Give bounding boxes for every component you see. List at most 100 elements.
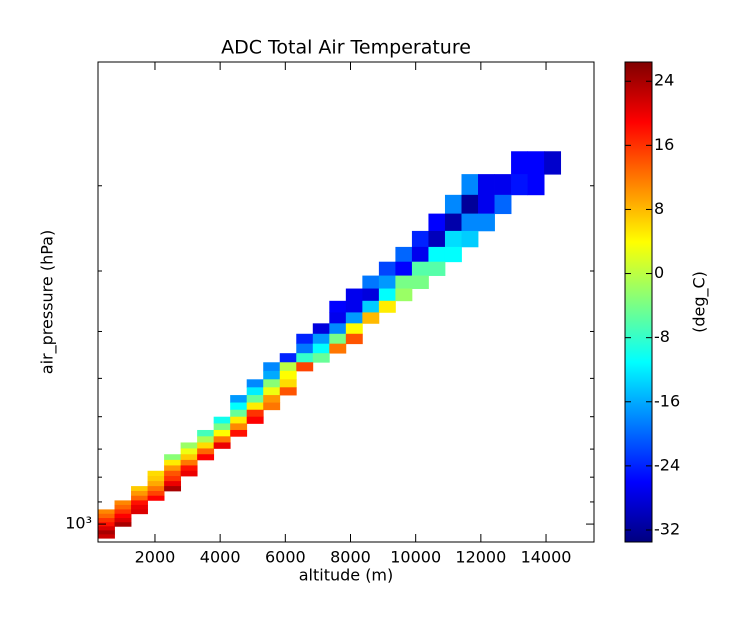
cell xyxy=(345,333,363,345)
cell xyxy=(312,333,330,345)
cell xyxy=(131,495,148,501)
cell xyxy=(263,379,281,388)
colorbar-tick-label: -8 xyxy=(654,327,670,346)
cell xyxy=(263,395,281,403)
cell xyxy=(197,454,215,461)
cell xyxy=(296,343,314,354)
cell xyxy=(478,213,495,232)
cell xyxy=(362,275,380,289)
cell xyxy=(230,395,248,403)
colorbar-tick-label: 16 xyxy=(654,135,674,154)
cell xyxy=(131,509,148,515)
cell xyxy=(329,312,347,324)
cell xyxy=(411,230,429,248)
cell xyxy=(246,416,264,424)
cell xyxy=(164,476,182,482)
x-tick-label: 4000 xyxy=(200,548,241,567)
cell xyxy=(312,353,330,363)
cell xyxy=(428,261,446,276)
cell xyxy=(444,194,462,215)
colorbar-tick-label: 8 xyxy=(654,199,664,218)
cell xyxy=(230,409,248,418)
cell xyxy=(279,379,297,388)
cell xyxy=(263,370,281,380)
cell xyxy=(131,504,148,510)
cell xyxy=(461,194,479,215)
cell xyxy=(279,362,297,372)
cell xyxy=(362,312,380,324)
cell xyxy=(230,402,248,411)
cell xyxy=(114,504,132,510)
cell xyxy=(147,476,165,482)
cell xyxy=(296,353,314,363)
cell xyxy=(114,509,132,515)
cell xyxy=(230,423,248,431)
cell xyxy=(98,513,115,519)
cell xyxy=(378,300,396,313)
cell xyxy=(478,174,495,196)
cell xyxy=(98,530,115,535)
cell xyxy=(345,300,363,313)
cell xyxy=(197,442,215,449)
cell xyxy=(147,495,165,501)
cell xyxy=(494,174,512,196)
cell xyxy=(147,470,165,477)
cell xyxy=(279,370,297,380)
cell xyxy=(131,490,148,497)
colorbar-tick-label: -32 xyxy=(654,519,680,538)
x-tick-label: 12000 xyxy=(455,548,506,567)
cell xyxy=(527,174,545,196)
x-tick-label: 14000 xyxy=(521,548,572,567)
colorbar-tick-label: 0 xyxy=(654,263,664,282)
cell xyxy=(263,362,281,372)
cell xyxy=(197,448,215,455)
cell xyxy=(131,500,148,506)
cell xyxy=(461,213,479,232)
cell xyxy=(362,300,380,313)
cell xyxy=(164,454,182,461)
cell xyxy=(329,323,347,335)
cell xyxy=(213,423,231,431)
cell xyxy=(230,429,248,437)
cell xyxy=(345,288,363,302)
cell xyxy=(444,230,462,248)
cell xyxy=(98,534,115,539)
cell xyxy=(180,459,198,466)
cell xyxy=(98,526,115,531)
y-tick-label: 10³ xyxy=(65,514,92,533)
cell xyxy=(544,151,562,175)
cell xyxy=(329,300,347,313)
cell xyxy=(263,402,281,411)
cell xyxy=(230,416,248,424)
cell xyxy=(213,436,231,443)
cell xyxy=(411,275,429,289)
y-axis-label: air_pressure (hPa) xyxy=(38,230,58,374)
cell xyxy=(246,402,264,411)
cell xyxy=(213,416,231,424)
cell xyxy=(180,470,198,477)
cell xyxy=(345,312,363,324)
cell xyxy=(180,448,198,455)
cell xyxy=(296,362,314,372)
cell xyxy=(246,409,264,418)
cell xyxy=(527,151,545,175)
x-tick-label: 8000 xyxy=(330,548,371,567)
cell xyxy=(362,288,380,302)
cell xyxy=(98,518,115,523)
cell xyxy=(147,481,165,487)
cell xyxy=(147,490,165,497)
cell xyxy=(164,470,182,477)
cell xyxy=(444,213,462,232)
colorbar-tick-label: -24 xyxy=(654,455,680,474)
cell xyxy=(197,436,215,443)
cell xyxy=(411,261,429,276)
cell xyxy=(511,151,528,175)
cell xyxy=(378,288,396,302)
cell xyxy=(478,194,495,215)
cell xyxy=(511,174,528,196)
colorbar xyxy=(625,62,652,542)
cell xyxy=(461,230,479,248)
cell xyxy=(329,343,347,354)
cell xyxy=(312,323,330,335)
